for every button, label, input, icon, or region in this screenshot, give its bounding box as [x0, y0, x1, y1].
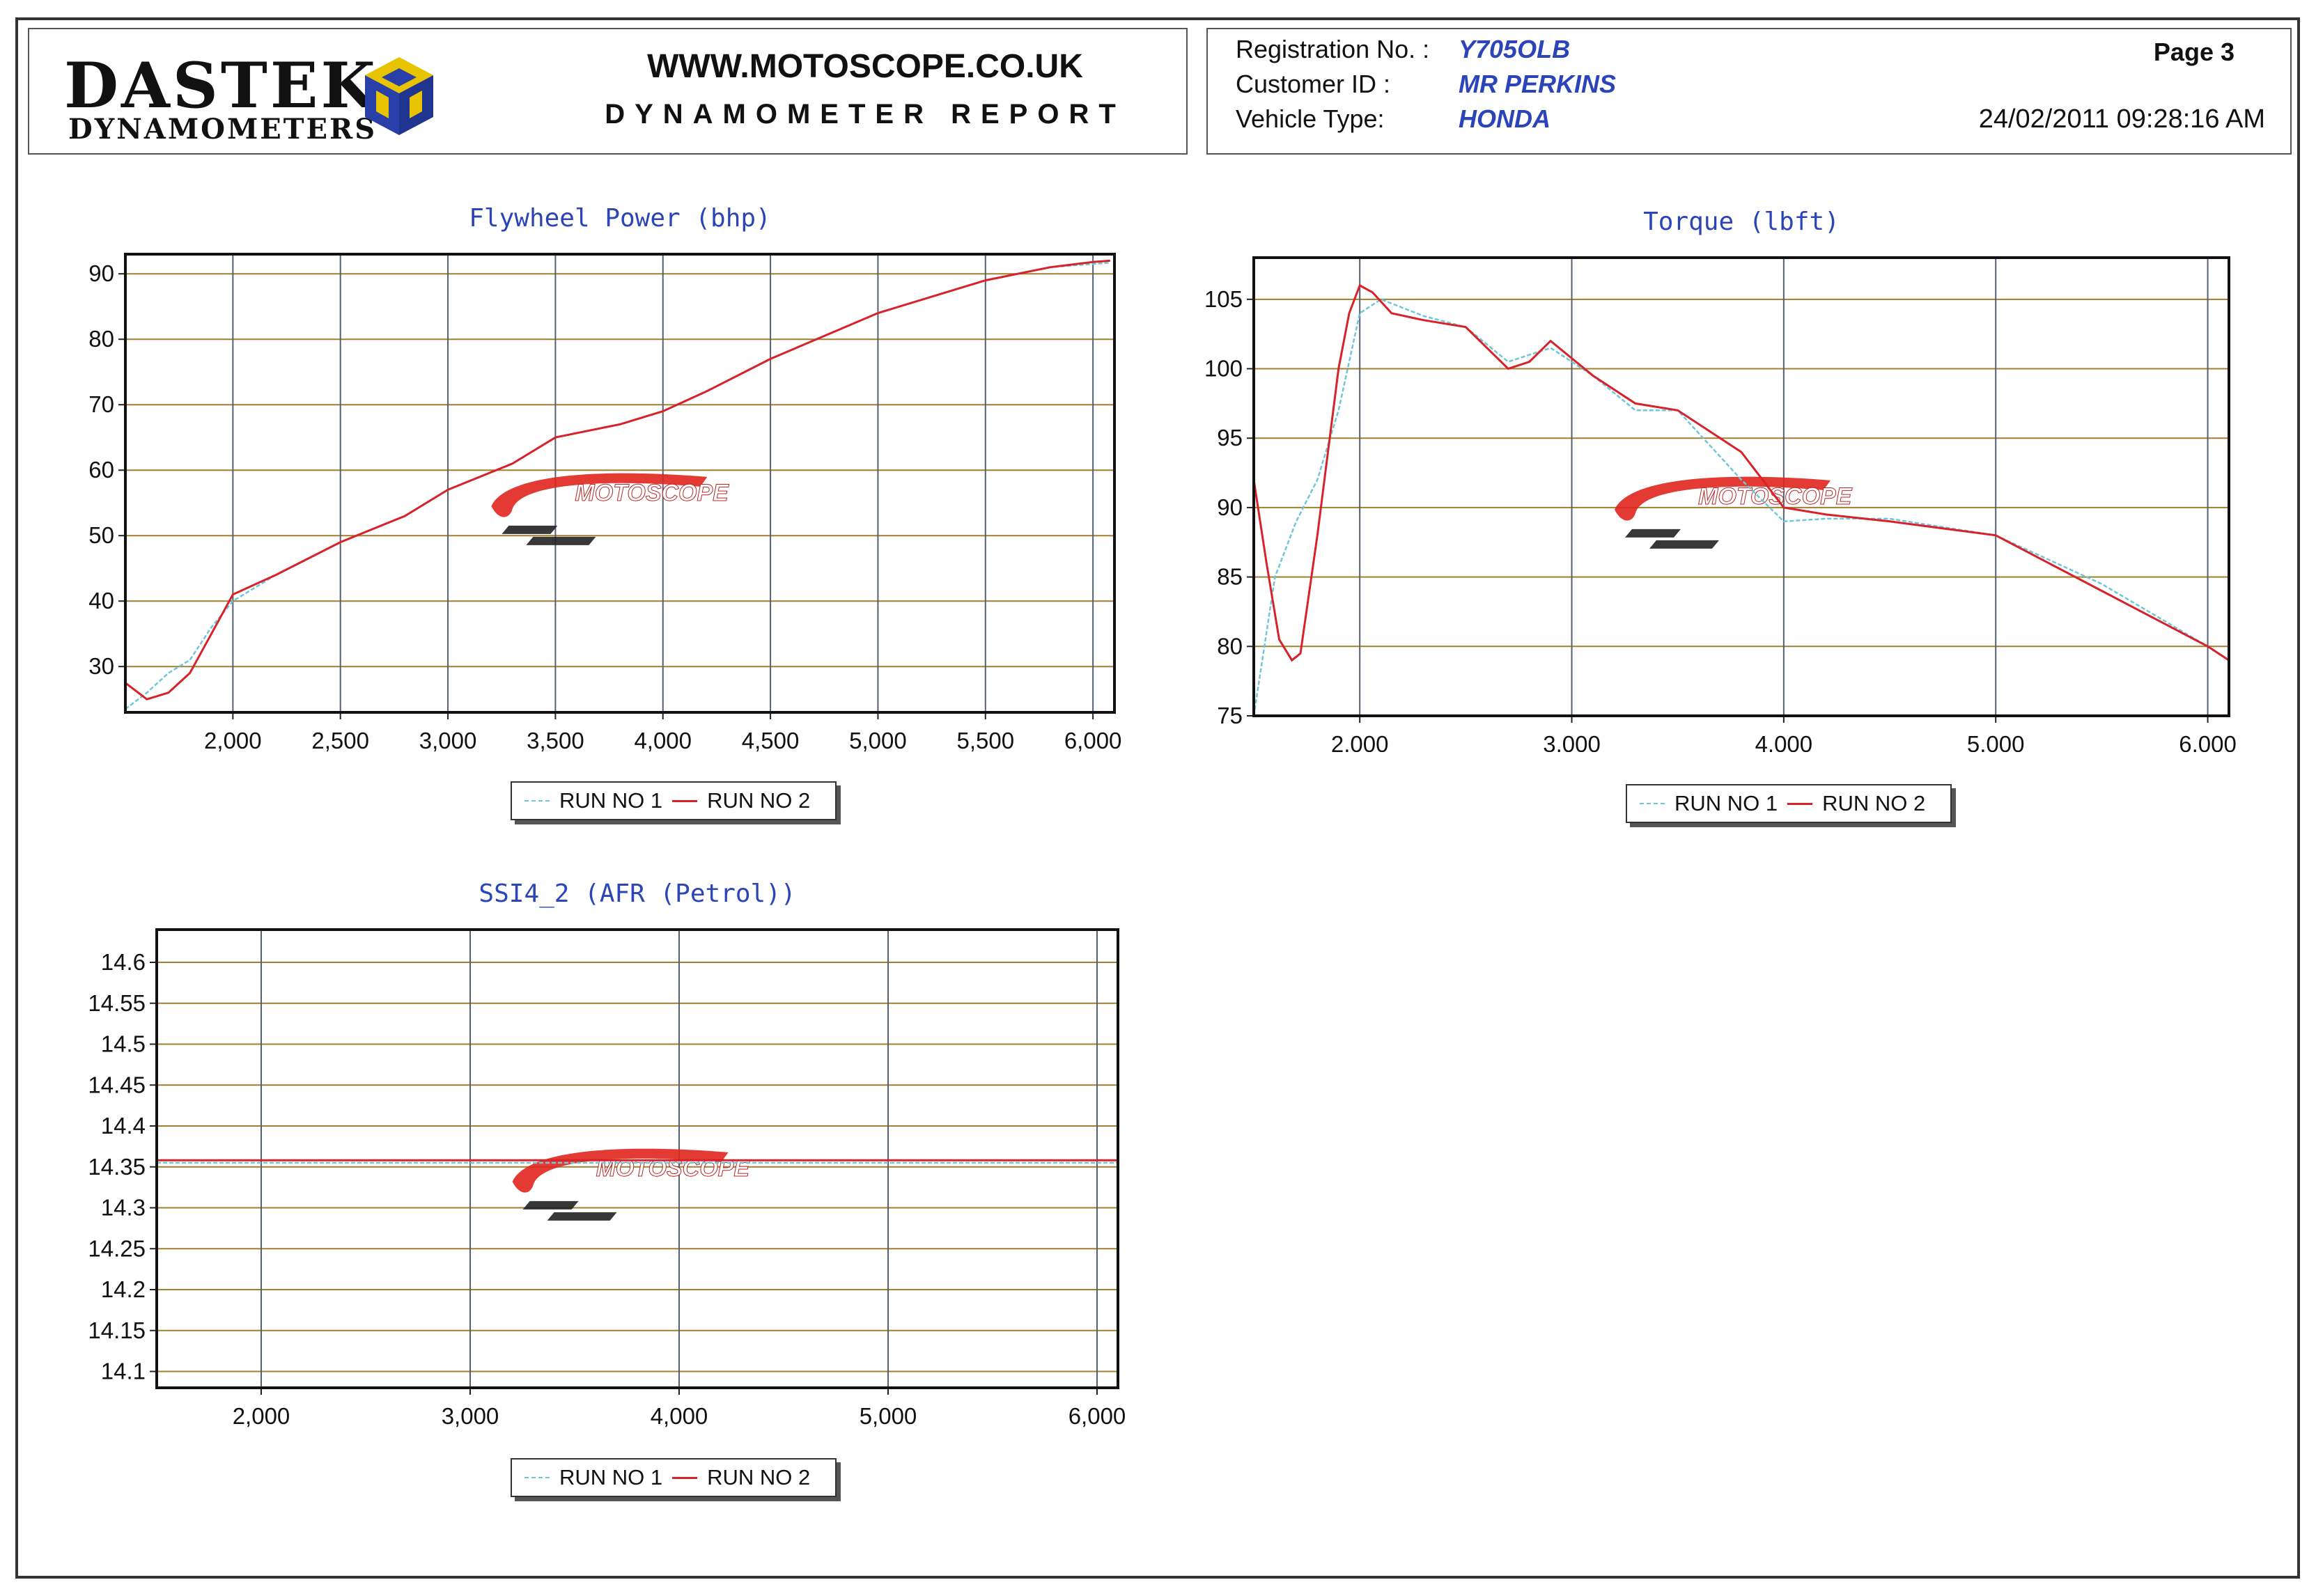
report-datetime: 24/02/2011 09:28:16 AM: [1978, 104, 2265, 134]
legend-run2-swatch: [672, 799, 698, 802]
x-tick-label: 4,000: [1755, 731, 1813, 752]
y-tick-label: 105: [1204, 286, 1243, 312]
chart-title: Flywheel Power (bhp): [469, 204, 770, 233]
legend-run2-label: RUN NO 2: [707, 1465, 811, 1489]
x-tick-label: 2,500: [311, 728, 369, 752]
x-tick-label: 2,000: [204, 728, 262, 752]
legend-run1-label: RUN NO 1: [559, 1465, 663, 1489]
x-tick-label: 3,000: [1543, 731, 1601, 752]
watermark-text: MOTOSCOPE: [1698, 483, 1853, 510]
x-tick-label: 2,000: [1331, 731, 1389, 752]
x-tick-label: 4,500: [742, 728, 800, 752]
legend-run2-swatch: [1787, 802, 1813, 805]
legend-run1-swatch: [524, 800, 550, 801]
x-tick-label: 5,000: [849, 728, 907, 752]
x-tick-label: 6,000: [1064, 728, 1122, 752]
y-tick-label: 80: [1217, 633, 1243, 659]
x-tick-label: 6,000: [1068, 1403, 1126, 1427]
y-tick-label: 80: [88, 326, 114, 352]
y-tick-label: 14.6: [101, 949, 146, 975]
report-title: DYNAMOMETER REPORT: [605, 99, 1126, 130]
website-url: WWW.MOTOSCOPE.CO.UK: [647, 48, 1083, 85]
y-tick-label: 95: [1217, 425, 1243, 451]
watermark-text: MOTOSCOPE: [596, 1155, 751, 1182]
x-tick-label: 3,000: [442, 1403, 499, 1427]
y-tick-label: 14.15: [88, 1317, 146, 1343]
y-tick-label: 90: [88, 260, 114, 286]
customer-label: Customer ID :: [1236, 70, 1391, 98]
header-meta-panel: Registration No. : Y705OLB Customer ID :…: [1206, 28, 2292, 155]
vehicle-label: Vehicle Type:: [1236, 104, 1385, 133]
x-tick-label: 3,500: [527, 728, 584, 752]
plot-frame: [124, 253, 1116, 714]
y-tick-label: 14.35: [88, 1154, 146, 1180]
plot-frame: [1252, 256, 2230, 717]
x-tick-label: 5,000: [1967, 731, 2025, 752]
legend-run1-label: RUN NO 1: [1674, 791, 1778, 815]
dastek-cube-icon: [365, 57, 433, 135]
afr-legend: RUN NO 1 RUN NO 2: [511, 1458, 837, 1497]
y-tick-label: 70: [88, 391, 114, 417]
y-tick-label: 100: [1204, 356, 1243, 382]
chart-title: Torque (lbft): [1643, 208, 1840, 236]
motoscope-watermark-icon: MOTOSCOPE: [1615, 476, 1853, 549]
legend-run1-swatch: [1640, 803, 1665, 804]
x-tick-label: 5,500: [956, 728, 1014, 752]
customer-value: MR PERKINS: [1459, 70, 1617, 98]
brand-name: DASTEK: [64, 49, 378, 123]
afr-chart: SSI4_2 (AFR (Petrol)) 14.1 14.15 14.2 14.25 1…: [88, 879, 1126, 1427]
x-tick-label: 6,000: [2179, 731, 2237, 752]
y-tick-label: 14.2: [101, 1276, 146, 1302]
registration-value: Y705OLB: [1459, 35, 1571, 63]
x-tick-label: 4,000: [634, 728, 692, 752]
y-tick-label: 50: [88, 522, 114, 548]
registration-label: Registration No. :: [1236, 35, 1430, 63]
y-tick-label: 14.45: [88, 1072, 146, 1097]
legend-run2-label: RUN NO 2: [707, 788, 811, 813]
y-tick-label: 90: [1217, 494, 1243, 520]
series-run2-line: [125, 259, 1110, 701]
x-tick-label: 4,000: [651, 1403, 708, 1427]
page-frame: [15, 17, 2300, 1579]
y-tick-label: 85: [1217, 564, 1243, 590]
x-tick-label: 2,000: [233, 1403, 290, 1427]
y-tick-label: 75: [1217, 703, 1243, 728]
motoscope-watermark-icon: MOTOSCOPE: [491, 473, 730, 545]
y-tick-label: 14.5: [101, 1031, 146, 1057]
power-legend: RUN NO 1 RUN NO 2: [511, 781, 837, 820]
y-tick-label: 40: [88, 588, 114, 613]
header-brand-panel: DASTEK DYNAMOMETERS WWW.MOTOSCOPE.CO.UK …: [28, 28, 1188, 155]
plot-frame: [155, 928, 1119, 1389]
watermark-text: MOTOSCOPE: [575, 480, 729, 506]
y-tick-label: 14.4: [101, 1113, 146, 1139]
y-tick-label: 60: [88, 457, 114, 483]
y-tick-label: 14.25: [88, 1235, 146, 1261]
legend-run1-label: RUN NO 1: [559, 788, 663, 813]
page-number: Page 3: [2153, 38, 2235, 66]
y-tick-label: 14.55: [88, 990, 146, 1016]
y-tick-label: 14.3: [101, 1195, 146, 1221]
legend-run2-swatch: [672, 1476, 698, 1479]
legend-run1-swatch: [524, 1477, 550, 1478]
torque-legend: RUN NO 1 RUN NO 2: [1626, 784, 1952, 823]
brand-subtitle: DYNAMOMETERS: [68, 113, 378, 146]
x-tick-label: 5,000: [860, 1403, 917, 1427]
x-tick-label: 3,000: [419, 728, 477, 752]
chart-title: SSI4_2 (AFR (Petrol)): [479, 879, 795, 908]
y-tick-label: 30: [88, 653, 114, 679]
torque-chart: Torque (lbft) 75 80 85 90 95 100 105 2,000 3,000 4…: [1204, 208, 2237, 752]
y-tick-label: 14.1: [101, 1359, 146, 1384]
legend-run2-label: RUN NO 2: [1822, 791, 1926, 815]
power-chart: Flywheel Power (bhp) 30 40 50 60 70 80 90 2,000 2…: [88, 204, 1122, 752]
series-run2-line: [1252, 283, 2230, 662]
vehicle-value: HONDA: [1459, 104, 1551, 133]
